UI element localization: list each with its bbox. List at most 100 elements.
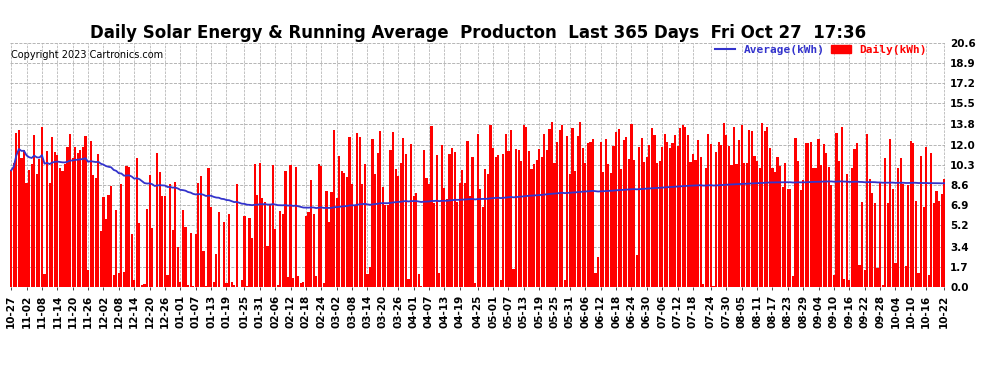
Bar	[426, 178, 428, 287]
Bar	[813, 168, 815, 287]
Bar	[208, 168, 210, 287]
Bar	[784, 163, 786, 287]
Bar	[164, 196, 166, 287]
Bar	[484, 169, 486, 287]
Bar	[928, 275, 930, 287]
Bar	[487, 174, 489, 287]
Bar	[318, 164, 320, 287]
Bar	[353, 205, 355, 287]
Bar	[656, 164, 658, 287]
Bar	[313, 214, 315, 287]
Bar	[728, 146, 730, 287]
Bar	[187, 285, 189, 287]
Bar	[363, 165, 366, 287]
Title: Daily Solar Energy & Running Average  Producton  Last 365 Days  Fri Oct 27  17:3: Daily Solar Energy & Running Average Pro…	[90, 24, 865, 42]
Bar	[444, 188, 446, 287]
Bar	[710, 144, 712, 287]
Bar	[169, 184, 171, 287]
Bar	[676, 146, 679, 287]
Bar	[289, 165, 292, 287]
Bar	[382, 187, 384, 287]
Bar	[776, 157, 779, 287]
Bar	[348, 137, 350, 287]
Bar	[902, 184, 904, 287]
Bar	[548, 129, 550, 287]
Bar	[558, 130, 560, 287]
Bar	[933, 203, 935, 287]
Bar	[584, 164, 586, 287]
Bar	[920, 156, 923, 287]
Bar	[510, 130, 512, 287]
Bar	[800, 189, 802, 287]
Bar	[507, 152, 510, 287]
Bar	[336, 198, 338, 287]
Bar	[861, 202, 863, 287]
Bar	[84, 136, 86, 287]
Bar	[326, 190, 328, 287]
Bar	[838, 161, 841, 287]
Bar	[884, 158, 886, 287]
Bar	[936, 191, 938, 287]
Bar	[144, 284, 146, 287]
Bar	[505, 134, 507, 287]
Bar	[49, 183, 50, 287]
Bar	[131, 234, 133, 287]
Bar	[694, 160, 697, 287]
Bar	[758, 168, 760, 287]
Bar	[513, 269, 515, 287]
Bar	[458, 183, 460, 287]
Bar	[787, 189, 789, 287]
Bar	[358, 137, 361, 287]
Bar	[346, 177, 348, 287]
Bar	[771, 168, 773, 287]
Bar	[58, 168, 61, 287]
Bar	[894, 263, 897, 287]
Bar	[563, 280, 566, 287]
Bar	[641, 138, 643, 287]
Bar	[794, 138, 797, 287]
Bar	[95, 178, 97, 287]
Bar	[266, 246, 268, 287]
Bar	[692, 154, 694, 287]
Bar	[807, 143, 810, 287]
Bar	[841, 127, 842, 287]
Bar	[466, 141, 468, 287]
Bar	[738, 141, 741, 287]
Bar	[628, 159, 630, 287]
Bar	[910, 141, 912, 287]
Bar	[223, 222, 225, 287]
Bar	[571, 129, 573, 287]
Bar	[392, 132, 394, 287]
Bar	[451, 148, 453, 287]
Bar	[545, 150, 548, 287]
Bar	[328, 222, 330, 287]
Bar	[671, 143, 673, 287]
Bar	[881, 285, 884, 287]
Bar	[669, 148, 671, 287]
Bar	[600, 142, 602, 287]
Bar	[176, 247, 179, 287]
Bar	[833, 275, 835, 287]
Bar	[797, 161, 799, 287]
Bar	[244, 216, 246, 287]
Bar	[815, 168, 817, 287]
Bar	[489, 124, 492, 287]
Bar	[202, 251, 205, 287]
Bar	[523, 125, 525, 287]
Bar	[108, 195, 110, 287]
Bar	[446, 199, 448, 287]
Bar	[56, 155, 58, 287]
Bar	[561, 125, 563, 287]
Bar	[371, 139, 373, 287]
Bar	[500, 280, 502, 287]
Bar	[943, 179, 945, 287]
Bar	[33, 135, 36, 287]
Bar	[248, 219, 250, 287]
Bar	[518, 150, 520, 287]
Bar	[433, 203, 436, 287]
Bar	[439, 273, 441, 287]
Bar	[620, 169, 623, 287]
Bar	[141, 285, 143, 287]
Bar	[136, 158, 138, 287]
Bar	[287, 277, 289, 287]
